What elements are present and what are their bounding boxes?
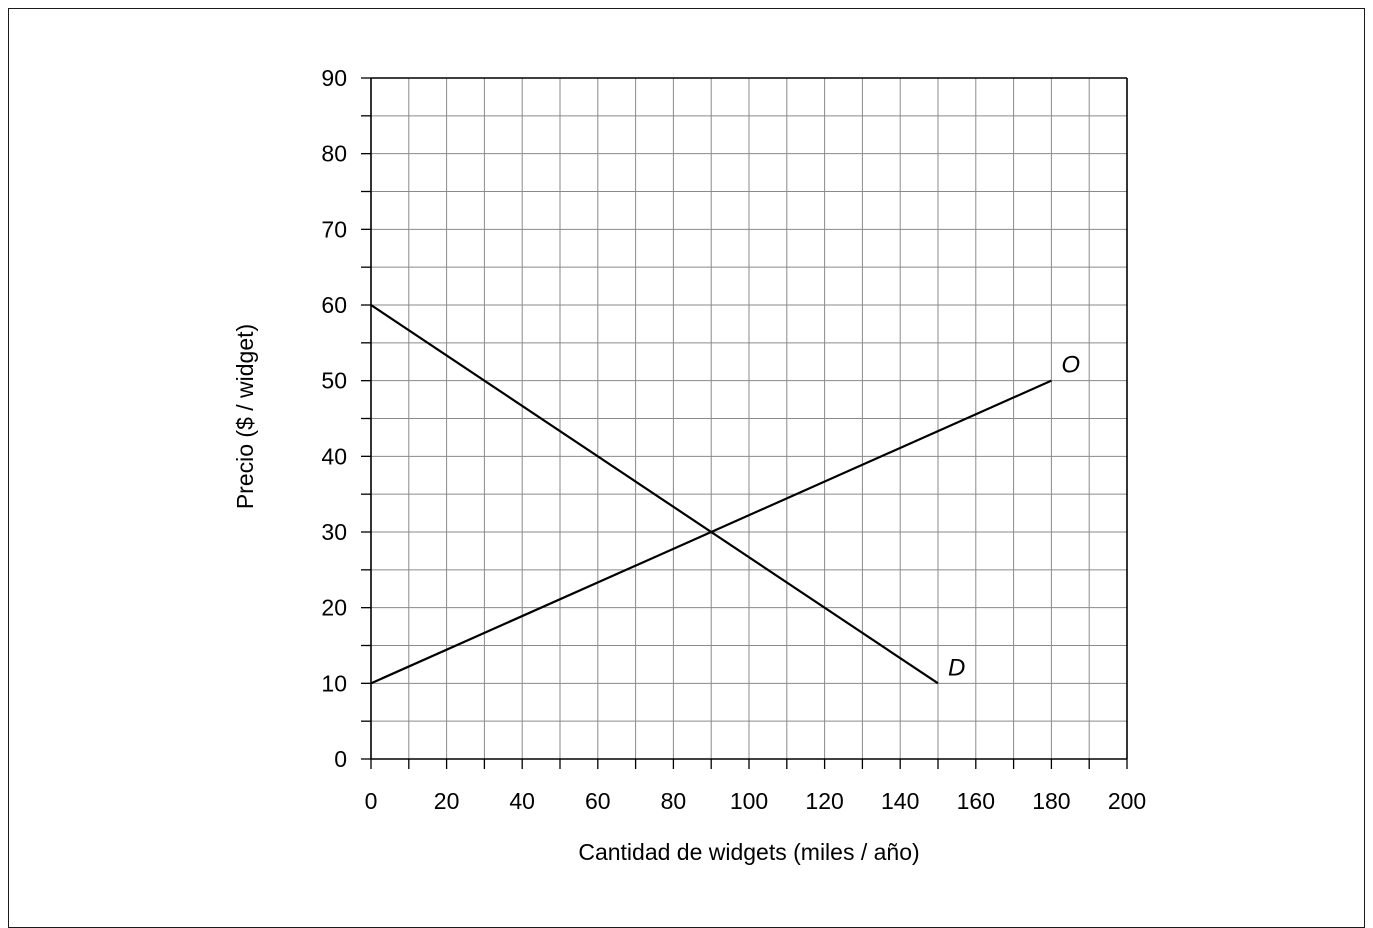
series: OD <box>370 304 1080 685</box>
x-tick-label: 80 <box>661 788 687 814</box>
y-tick-label: 60 <box>321 292 347 318</box>
x-tick-label: 20 <box>434 788 460 814</box>
x-tick-label: 180 <box>1032 788 1070 814</box>
x-tick-label: 200 <box>1108 788 1146 814</box>
x-tick-label: 40 <box>509 788 535 814</box>
x-tick-label: 120 <box>805 788 843 814</box>
x-tick-label: 60 <box>585 788 611 814</box>
ticks: 0 10 20 30 40 50 60 70 80 90 0 20 40 60 80 100 120 140 160… <box>321 65 1146 814</box>
y-axis-label: Precio ($ / widget) <box>232 324 258 509</box>
grid <box>371 78 1127 759</box>
x-tick-label: 100 <box>730 788 768 814</box>
series-line-d <box>370 304 939 685</box>
y-tick-label: 90 <box>321 65 347 91</box>
series-label-o: O <box>1061 352 1080 379</box>
y-tick-label: 70 <box>321 216 347 242</box>
y-tick-label: 10 <box>321 670 347 696</box>
y-tick-label: 20 <box>321 595 347 621</box>
y-tick-label: 40 <box>321 443 347 469</box>
y-tick-label: 50 <box>321 368 347 394</box>
x-tick-label: 0 <box>365 788 378 814</box>
y-tick-label: 80 <box>321 141 347 167</box>
x-tick-label: 160 <box>957 788 995 814</box>
x-tick-label: 140 <box>881 788 919 814</box>
series-label-d: D <box>948 654 965 681</box>
y-tick-label: 0 <box>334 746 347 772</box>
y-tick-label: 30 <box>321 519 347 545</box>
x-axis-label: Cantidad de widgets (miles / año) <box>578 839 919 865</box>
